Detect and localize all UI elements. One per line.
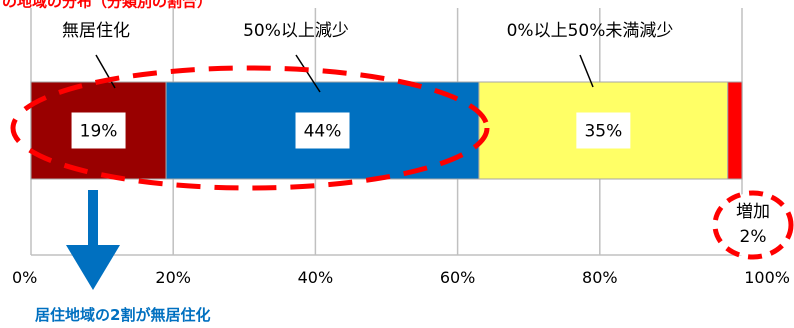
x-axis-ticks: 0% 20% 40% 60% 80% 100%	[12, 268, 790, 287]
value-label: 19%	[80, 122, 118, 142]
down-arrow-icon	[66, 190, 120, 290]
leader-line-0-50-decrease	[579, 54, 594, 88]
increase-value-label: 2%	[740, 227, 767, 247]
x-tick-label: 80%	[582, 268, 618, 287]
increase-highlight-circle	[712, 190, 794, 260]
leader-line-50-decrease	[295, 54, 321, 93]
chart-title: の地域の分布（分類別の割合）	[2, 0, 212, 11]
bar-segments	[30, 81, 743, 180]
value-labels: 19% 44% 35%	[71, 112, 631, 149]
annotation-0-50-decrease: 0%以上50%未満減少	[507, 21, 674, 41]
x-tick-label: 40%	[298, 268, 334, 287]
x-tick-label: 20%	[155, 268, 191, 287]
value-label-box	[576, 112, 631, 149]
x-tick-label: 60%	[440, 268, 476, 287]
annotation-50-decrease: 50%以上減少	[243, 21, 349, 41]
annotation-increase: 増加	[736, 202, 770, 222]
value-label-box	[71, 112, 126, 149]
bar-segment	[727, 81, 743, 180]
value-label-box	[295, 112, 350, 149]
x-tick-label: 100%	[744, 268, 790, 287]
value-label: 44%	[304, 122, 342, 142]
conclusion-text: 居住地域の2割が無居住化	[35, 306, 210, 324]
x-tick-label: 0%	[12, 268, 37, 287]
annotation-mukyojuka: 無居住化	[62, 21, 130, 41]
value-label: 35%	[584, 122, 622, 142]
leader-line-mukyojuka	[95, 54, 116, 89]
highlight-ellipse	[10, 65, 490, 191]
